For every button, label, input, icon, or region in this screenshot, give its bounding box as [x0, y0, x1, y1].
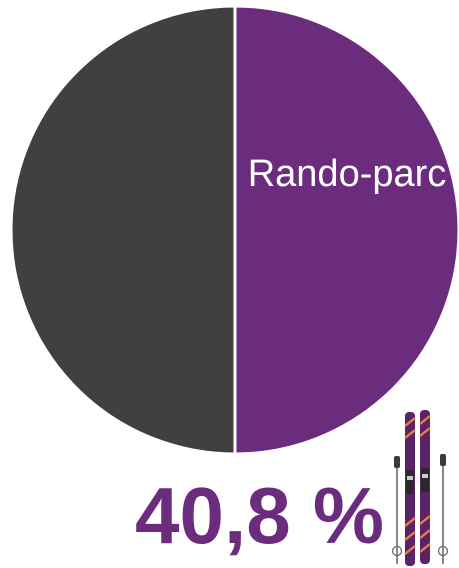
- pie-slices: [9, 4, 459, 456]
- slice-label: Rando-parc: [248, 153, 447, 195]
- pie-slice-rando-parc: [233, 4, 459, 456]
- slice-labels: Rando-parc: [248, 153, 447, 195]
- callout-percentage: 40,8 %: [135, 471, 385, 560]
- skis-and-poles-icon: [391, 410, 449, 566]
- pie-slice-unlabeled-1: [9, 4, 237, 456]
